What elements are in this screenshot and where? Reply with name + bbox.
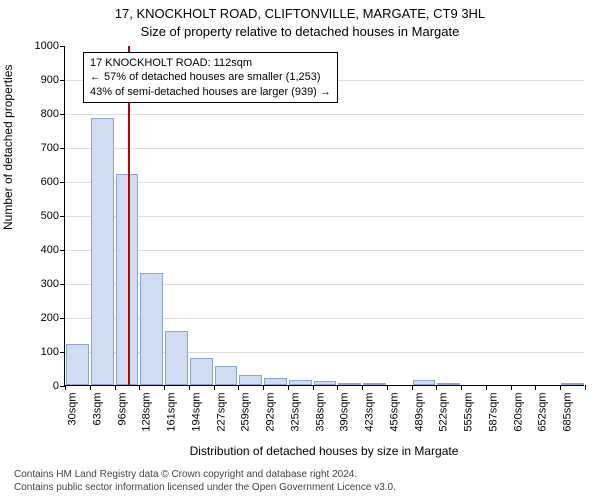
ytick-label: 600: [41, 176, 65, 188]
gridline: [65, 182, 584, 183]
xtick-label: 555sqm: [460, 393, 475, 432]
xtick-mark: [560, 385, 561, 390]
xtick-label: 587sqm: [484, 393, 499, 432]
xtick-mark: [387, 385, 388, 390]
xtick-mark: [65, 385, 66, 390]
gridline: [65, 148, 584, 149]
histogram-bar: [338, 383, 361, 385]
xtick-mark: [313, 385, 314, 390]
annotation-line1: 17 KNOCKHOLT ROAD: 112sqm: [90, 56, 331, 70]
gridline: [65, 114, 584, 115]
xtick-mark: [461, 385, 462, 390]
chart-title-main: 17, KNOCKHOLT ROAD, CLIFTONVILLE, MARGAT…: [0, 6, 600, 21]
ytick-label: 700: [41, 142, 65, 154]
ytick-label: 400: [41, 244, 65, 256]
histogram-bar: [239, 375, 262, 385]
xtick-mark: [164, 385, 165, 390]
xtick-mark: [362, 385, 363, 390]
histogram-bar: [289, 380, 312, 385]
xtick-mark: [90, 385, 91, 390]
xtick-mark: [115, 385, 116, 390]
ytick-label: 900: [41, 74, 65, 86]
annotation-line2: ← 57% of detached houses are smaller (1,…: [90, 70, 331, 84]
xtick-mark: [238, 385, 239, 390]
xtick-label: 423sqm: [361, 393, 376, 432]
xtick-label: 227sqm: [212, 393, 227, 432]
ytick-label: 300: [41, 278, 65, 290]
footer-attribution: Contains HM Land Registry data © Crown c…: [14, 469, 396, 494]
histogram-bar: [413, 380, 436, 385]
histogram-bar: [314, 381, 337, 385]
xtick-label: 489sqm: [410, 393, 425, 432]
xtick-mark: [288, 385, 289, 390]
xtick-mark: [214, 385, 215, 390]
xtick-mark: [585, 385, 586, 390]
xtick-label: 390sqm: [336, 393, 351, 432]
xtick-label: 456sqm: [385, 393, 400, 432]
xtick-label: 128sqm: [138, 393, 153, 432]
ytick-label: 800: [41, 108, 65, 120]
histogram-bar: [363, 383, 386, 385]
xtick-mark: [337, 385, 338, 390]
xtick-label: 325sqm: [286, 393, 301, 432]
annotation-box: 17 KNOCKHOLT ROAD: 112sqm ← 57% of detac…: [83, 52, 338, 103]
xtick-label: 96sqm: [113, 393, 128, 426]
ytick-label: 0: [53, 380, 65, 392]
gridline: [65, 216, 584, 217]
xtick-label: 194sqm: [187, 393, 202, 432]
xtick-label: 259sqm: [237, 393, 252, 432]
footer-line1: Contains HM Land Registry data © Crown c…: [14, 469, 396, 482]
xtick-mark: [139, 385, 140, 390]
xtick-label: 522sqm: [435, 393, 450, 432]
x-axis-label: Distribution of detached houses by size …: [64, 444, 584, 458]
histogram-bar: [116, 174, 139, 385]
xtick-label: 620sqm: [509, 393, 524, 432]
ytick-label: 1000: [35, 40, 65, 52]
xtick-label: 63sqm: [88, 393, 103, 426]
xtick-mark: [535, 385, 536, 390]
histogram-bar: [215, 366, 238, 385]
ytick-label: 200: [41, 312, 65, 324]
chart-container: 17, KNOCKHOLT ROAD, CLIFTONVILLE, MARGAT…: [0, 0, 600, 500]
histogram-bar: [437, 383, 460, 385]
histogram-bar: [165, 331, 188, 385]
xtick-mark: [486, 385, 487, 390]
plot-area: 0100200300400500600700800900100030sqm63s…: [64, 46, 584, 386]
xtick-label: 292sqm: [262, 393, 277, 432]
xtick-label: 652sqm: [534, 393, 549, 432]
footer-line2: Contains public sector information licen…: [14, 482, 396, 495]
histogram-bar: [190, 358, 213, 385]
ytick-label: 500: [41, 210, 65, 222]
histogram-bar: [561, 383, 584, 385]
histogram-bar: [66, 344, 89, 385]
y-axis-label: Number of detached properties: [1, 65, 15, 230]
xtick-mark: [412, 385, 413, 390]
histogram-bar: [264, 378, 287, 385]
annotation-line3: 43% of semi-detached houses are larger (…: [90, 85, 331, 99]
xtick-mark: [189, 385, 190, 390]
xtick-label: 358sqm: [311, 393, 326, 432]
gridline: [65, 250, 584, 251]
xtick-label: 685sqm: [559, 393, 574, 432]
xtick-label: 30sqm: [64, 393, 79, 426]
xtick-mark: [511, 385, 512, 390]
ytick-label: 100: [41, 346, 65, 358]
chart-title-sub: Size of property relative to detached ho…: [0, 24, 600, 39]
xtick-mark: [263, 385, 264, 390]
xtick-mark: [436, 385, 437, 390]
histogram-bar: [91, 118, 114, 385]
xtick-label: 161sqm: [163, 393, 178, 432]
histogram-bar: [140, 273, 163, 385]
